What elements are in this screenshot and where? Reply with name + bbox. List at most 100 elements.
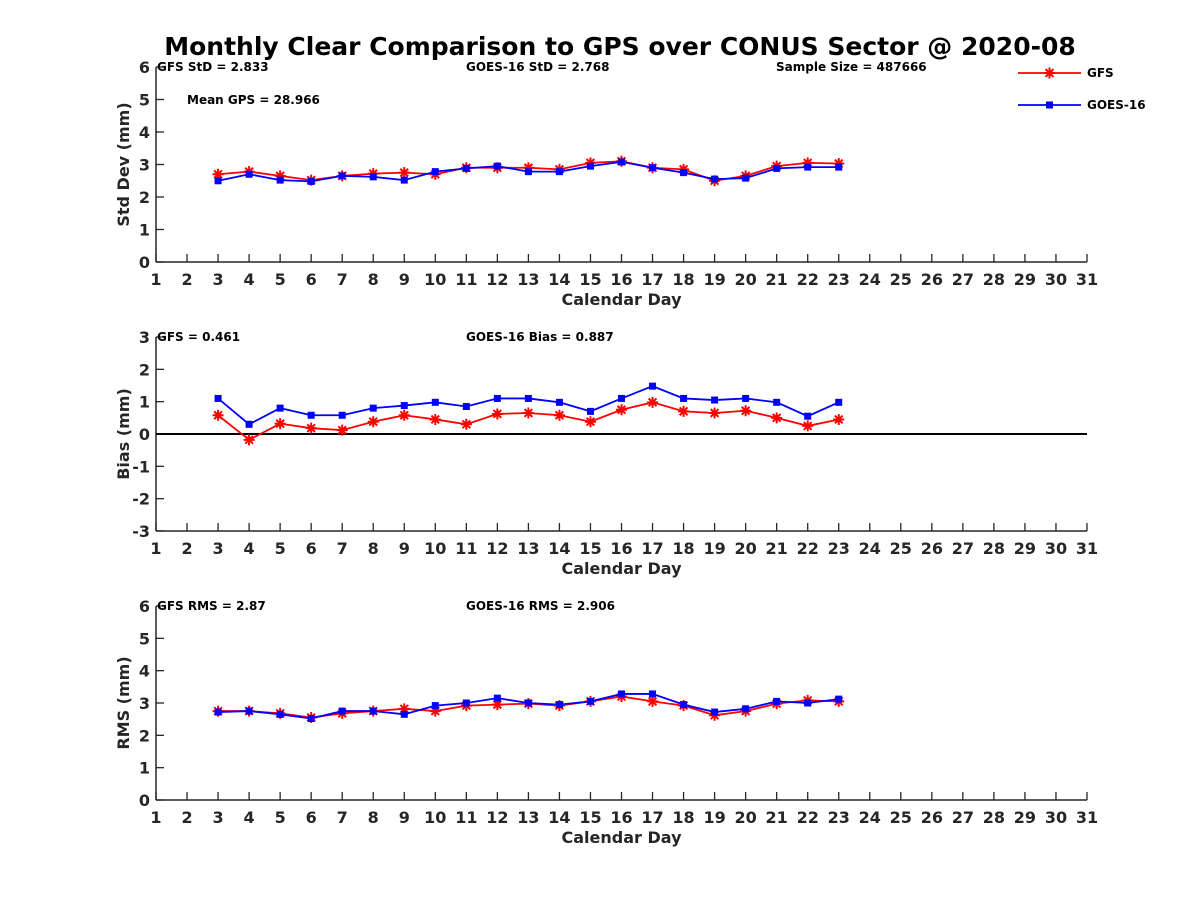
x-tick-label: 11	[455, 270, 477, 289]
x-tick-label: 14	[548, 539, 570, 558]
y-tick-label: 2	[139, 360, 150, 379]
data-point-goes-16	[555, 398, 563, 406]
x-tick-label: 8	[368, 539, 379, 558]
x-tick-label: 29	[1014, 808, 1036, 827]
y-tick-label: 4	[139, 123, 150, 142]
x-tick-label: 22	[797, 808, 819, 827]
data-point-gfs	[243, 434, 255, 446]
data-point-goes-16	[618, 394, 625, 402]
data-point-goes-16	[649, 164, 657, 172]
data-point-goes-16	[400, 710, 408, 718]
data-point-gfs	[429, 413, 441, 425]
data-point-goes-16	[245, 170, 253, 178]
x-tick-label: 28	[983, 270, 1005, 289]
data-point-gfs	[647, 695, 659, 707]
data-point-goes-16	[431, 168, 439, 176]
data-point-gfs	[833, 158, 845, 170]
x-tick-label: 22	[797, 539, 819, 558]
x-tick-label: 16	[610, 808, 632, 827]
data-point-goes-16	[462, 403, 470, 411]
data-point-goes-16	[369, 707, 377, 715]
x-tick-label: 3	[212, 539, 223, 558]
x-tick-label: 20	[735, 270, 757, 289]
x-tick-label: 21	[766, 539, 788, 558]
stat-annotation-2: GOES-16 Bias = 0.887	[466, 330, 614, 344]
data-point-goes-16	[586, 697, 594, 705]
x-tick-label: 1	[150, 539, 161, 558]
x-tick-label: 12	[486, 808, 508, 827]
data-point-goes-16	[742, 705, 750, 713]
x-tick-label: 24	[859, 808, 881, 827]
legend-label: GFS	[1087, 66, 1114, 80]
data-point-gfs	[491, 408, 503, 420]
data-point-goes-16	[307, 177, 315, 185]
data-point-goes-16	[400, 176, 408, 184]
data-point-goes-16	[804, 699, 812, 707]
data-point-goes-16	[680, 169, 688, 177]
panels: 1 2 3 4 5 6 7 8 9 10 11 12 13 14 15 16 17 18 19 20 21 22 23 24 2…	[114, 58, 1098, 847]
data-point-goes-16	[773, 697, 781, 705]
data-point-goes-16	[338, 411, 346, 419]
data-point-gfs	[429, 705, 441, 717]
data-point-goes-16	[555, 168, 563, 176]
x-tick-label: 26	[921, 270, 943, 289]
data-point-gfs	[740, 405, 752, 417]
data-point-goes-16	[524, 394, 532, 402]
data-point-goes-16	[711, 708, 719, 716]
x-tick-label: 30	[1045, 539, 1067, 558]
y-tick-label: 1	[139, 393, 150, 412]
data-point-goes-16	[618, 158, 625, 166]
data-point-goes-16	[245, 707, 253, 715]
x-tick-label: 26	[921, 808, 943, 827]
y-tick-label: 2	[139, 188, 150, 207]
x-tick-label: 27	[952, 808, 974, 827]
y-tick-label: 4	[139, 662, 150, 681]
legend-marker	[1046, 101, 1053, 109]
data-point-goes-16	[338, 707, 346, 715]
data-point-gfs	[367, 416, 379, 428]
data-point-goes-16	[276, 710, 284, 718]
data-point-goes-16	[493, 694, 501, 702]
x-tick-label: 5	[275, 539, 286, 558]
data-point-goes-16	[649, 382, 657, 390]
data-point-goes-16	[431, 398, 439, 406]
y-axis-label: Bias (mm)	[114, 388, 133, 480]
x-tick-label: 23	[828, 808, 850, 827]
x-tick-label: 13	[517, 270, 539, 289]
x-tick-label: 17	[641, 539, 663, 558]
data-point-gfs	[522, 162, 534, 174]
data-point-goes-16	[462, 164, 470, 172]
x-tick-label: 5	[275, 270, 286, 289]
data-point-goes-16	[369, 404, 377, 412]
y-tick-label: 6	[139, 597, 150, 616]
y-axis-label: RMS (mm)	[114, 656, 133, 749]
x-tick-label: 30	[1045, 270, 1067, 289]
y-tick-label: -1	[132, 457, 150, 476]
data-point-gfs	[398, 409, 410, 421]
x-tick-label: 25	[890, 270, 912, 289]
x-tick-label: 4	[244, 539, 255, 558]
data-point-gfs	[833, 413, 845, 425]
legend-item-goes-16: GOES-16	[1018, 98, 1146, 112]
x-tick-label: 18	[672, 808, 694, 827]
data-point-goes-16	[307, 715, 315, 723]
x-tick-label: 16	[610, 270, 632, 289]
data-point-gfs	[709, 407, 721, 419]
x-tick-label: 14	[548, 808, 570, 827]
x-tick-label: 17	[641, 808, 663, 827]
panel-3: 1 2 3 4 5 6 7 8 9 10 11 12 13 14 15 16 17 18 19 20 21 22 23 24 2…	[114, 597, 1098, 847]
x-tick-label: 1	[150, 808, 161, 827]
x-axis-label: Calendar Day	[562, 559, 683, 578]
data-point-goes-16	[493, 394, 501, 402]
x-tick-label: 18	[672, 270, 694, 289]
data-point-goes-16	[586, 407, 594, 415]
x-tick-label: 20	[735, 539, 757, 558]
x-tick-label: 23	[828, 270, 850, 289]
figure-title: Monthly Clear Comparison to GPS over CON…	[164, 32, 1076, 61]
legend-item-gfs: GFS	[1018, 66, 1114, 80]
data-point-goes-16	[835, 398, 843, 406]
data-point-gfs	[802, 420, 814, 432]
data-point-gfs	[522, 407, 534, 419]
data-point-goes-16	[214, 394, 222, 402]
